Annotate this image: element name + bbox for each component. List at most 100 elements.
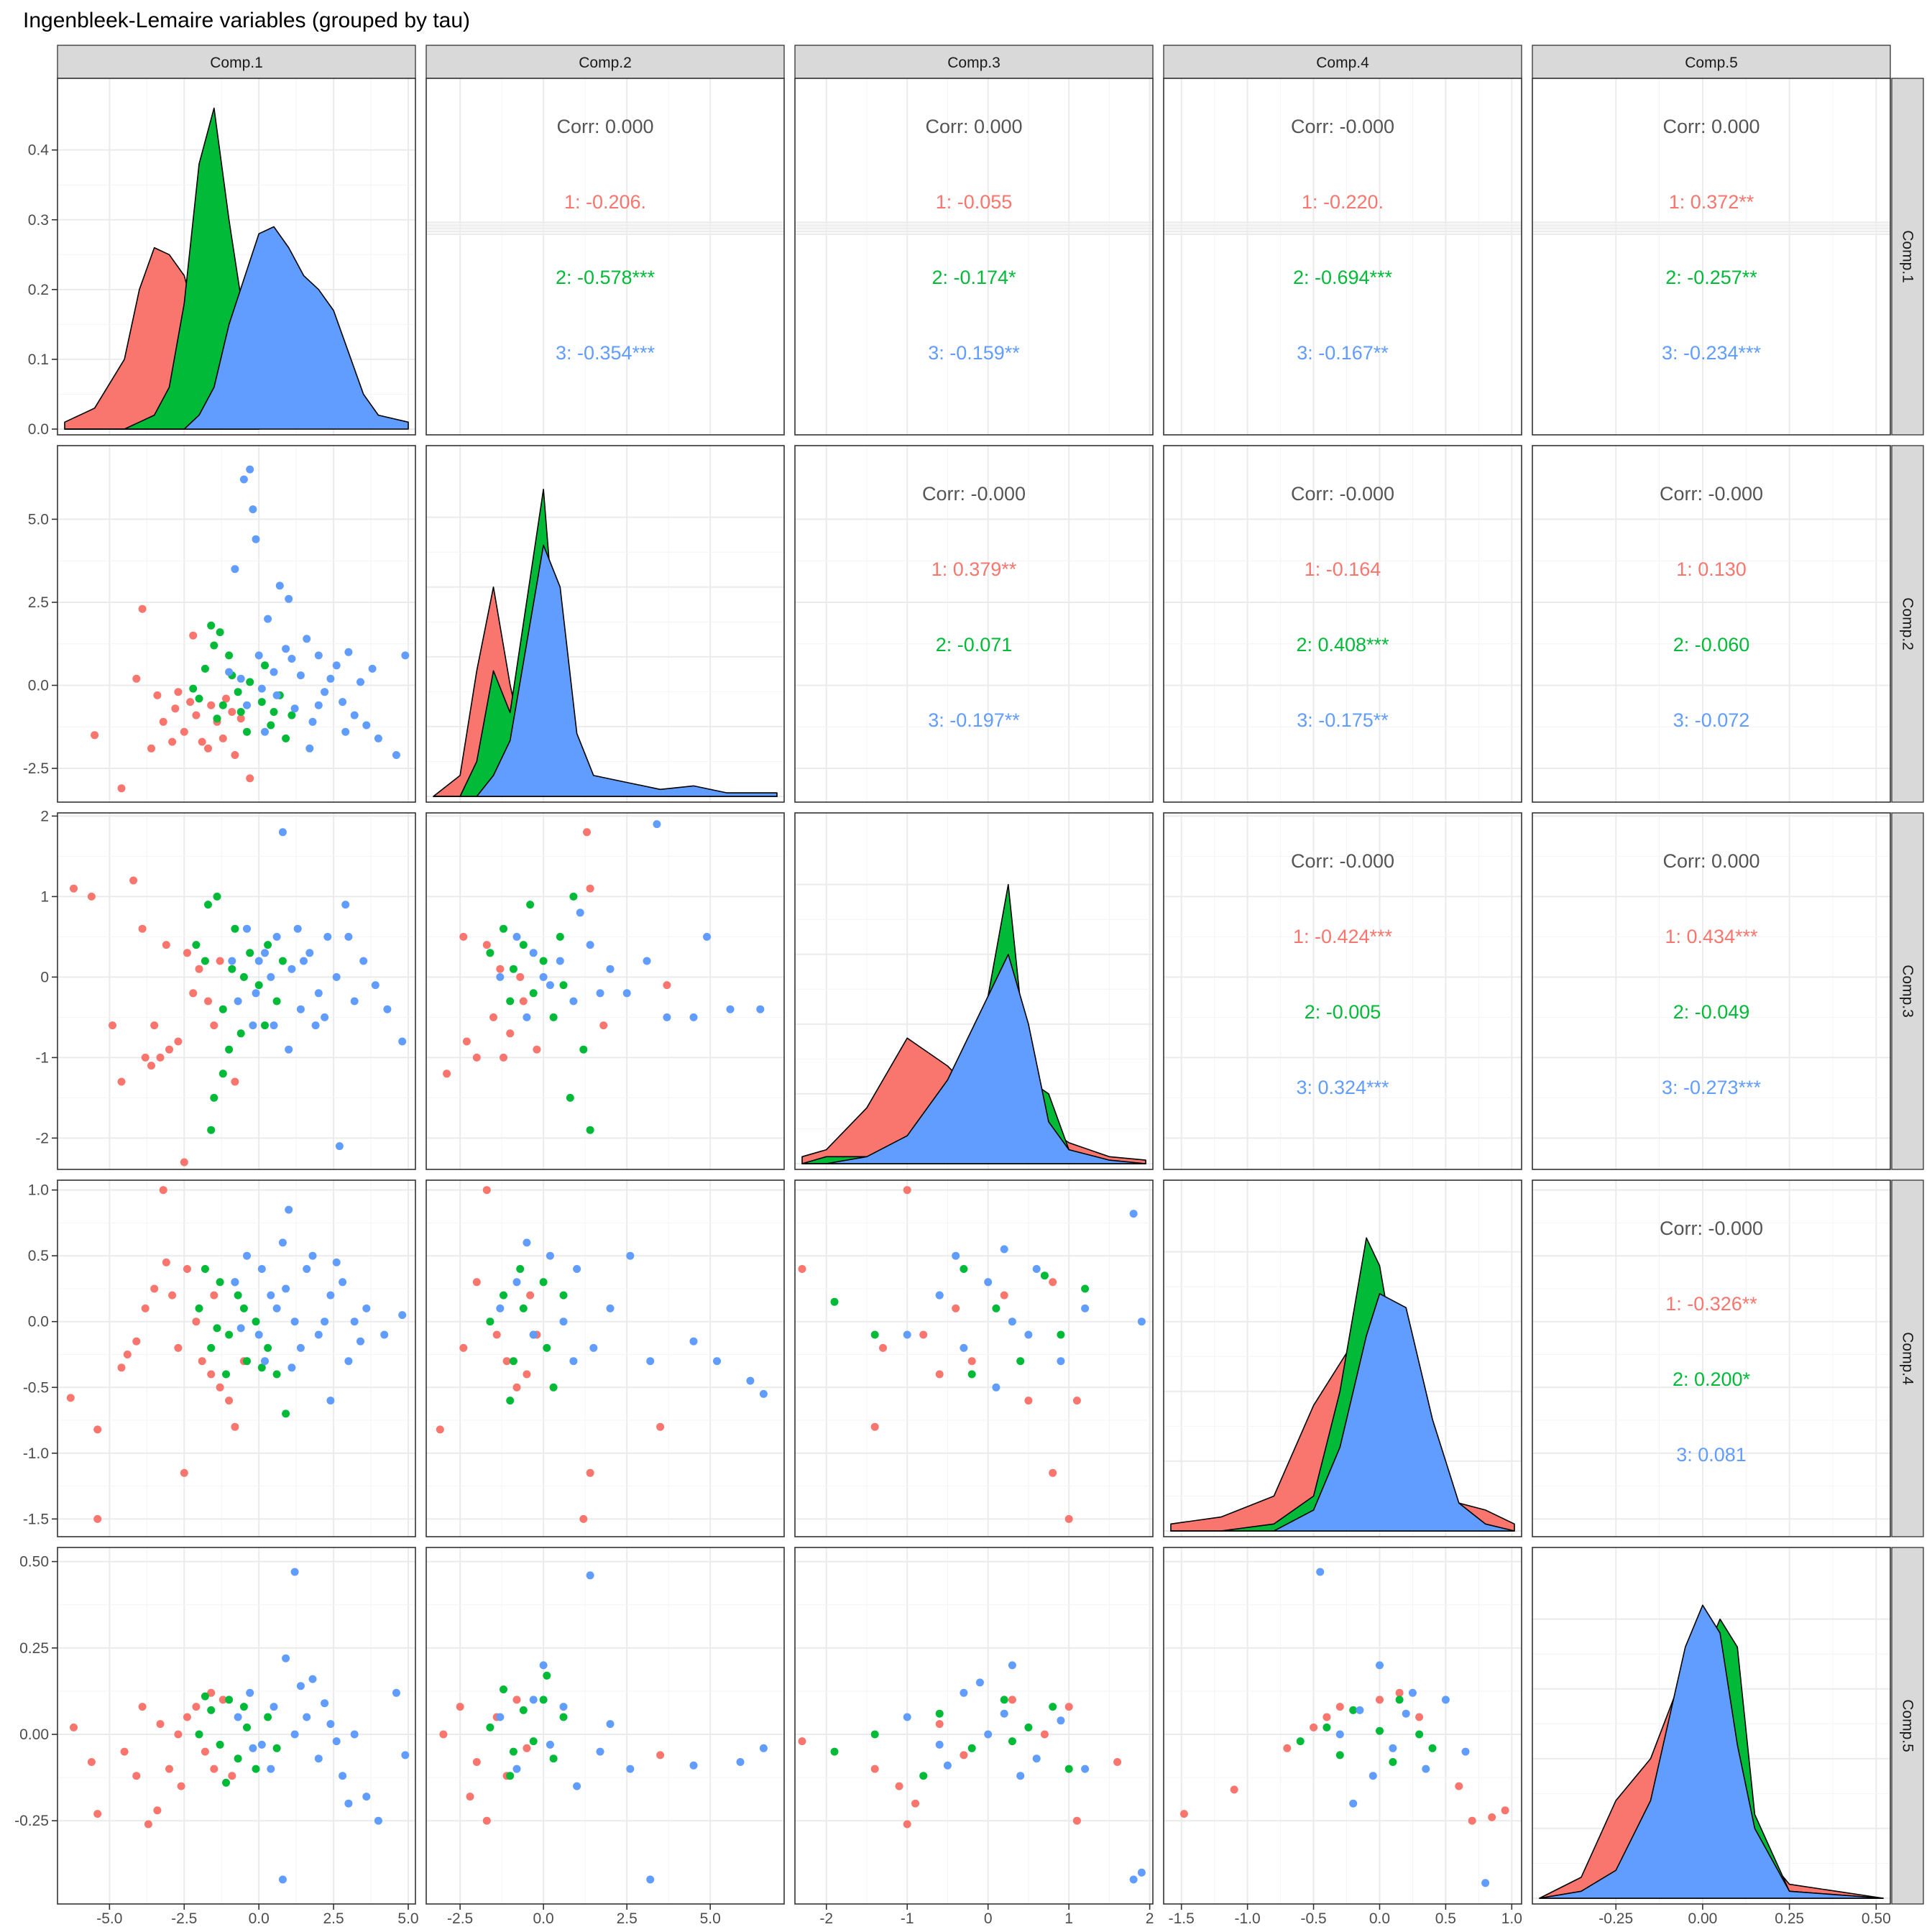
scatter-panel-bg xyxy=(795,1547,1153,1904)
scatter-point-group-1 xyxy=(207,1370,216,1379)
scatter-point-group-3 xyxy=(344,1799,353,1808)
panel-border xyxy=(794,1547,1154,1905)
scatter-point-group-3 xyxy=(1335,1730,1344,1739)
scatter-point-group-1 xyxy=(180,727,188,736)
scatter-point-group-1 xyxy=(144,1820,152,1828)
scatter-point-group-3 xyxy=(371,981,380,990)
row-strip-label: Comp.3 xyxy=(1900,965,1916,1018)
scatter-point-group-1 xyxy=(228,1772,236,1780)
scatter-point-group-1 xyxy=(132,1772,141,1780)
scatter-point-group-3 xyxy=(556,957,564,965)
scatter-point-group-3 xyxy=(252,989,260,998)
scatter-point-group-1 xyxy=(506,1029,515,1038)
panel-grid-lines xyxy=(1164,813,1522,1169)
scatter-point-group-3 xyxy=(243,924,251,933)
scatter-point-group-1 xyxy=(1468,1816,1476,1825)
scatter-point-group-2 xyxy=(272,1370,281,1379)
scatter-point-group-1 xyxy=(153,691,162,699)
scatter-point-group-2 xyxy=(234,688,242,696)
scatter-point-group-1 xyxy=(879,1343,887,1352)
scatter-point-group-3 xyxy=(282,1284,290,1293)
scatter-point-group-1 xyxy=(192,1703,201,1711)
scatter-point-group-2 xyxy=(539,1278,548,1287)
scatter-point-group-2 xyxy=(539,957,548,965)
corr-panel-bg xyxy=(1164,446,1522,802)
x-tick-label: -0.25 xyxy=(1598,1910,1633,1927)
scatter-point-group-2 xyxy=(486,949,494,957)
scatter-point-group-3 xyxy=(288,965,296,973)
scatter-point-group-3 xyxy=(290,1730,299,1739)
scatter-point-group-3 xyxy=(303,635,311,643)
corr-overall: Corr: -0.000 xyxy=(1291,850,1394,872)
scatter-point-group-1 xyxy=(1049,1468,1057,1477)
scatter-point-group-3 xyxy=(350,997,359,1006)
scatter-point-group-3 xyxy=(290,1317,299,1326)
scatter-point-group-1 xyxy=(174,1037,183,1046)
scatter-point-group-2 xyxy=(201,664,209,673)
scatter-point-group-1 xyxy=(512,1383,521,1392)
y-tick-label: 0.50 xyxy=(19,1554,49,1570)
scatter-point-group-1 xyxy=(204,997,212,1006)
density-group-3 xyxy=(1170,1293,1515,1532)
scatter-point-group-3 xyxy=(225,668,234,676)
scatter-point-group-3 xyxy=(1008,1317,1016,1326)
panel-grid: Comp.1 Comp.2 Comp.3 Comp.4 Comp.5 Comp.1 Comp… xyxy=(14,45,1924,1927)
corr-panel-bg xyxy=(426,78,784,435)
scatter-point-group-2 xyxy=(1296,1737,1305,1746)
scatter-point-group-1 xyxy=(482,1186,491,1195)
scatter-point-group-3 xyxy=(249,1021,257,1030)
scatter-point-group-2 xyxy=(236,708,245,716)
x-tick-label: 0.0 xyxy=(249,1910,270,1927)
scatter-point-group-3 xyxy=(512,1765,521,1773)
scatter-point-group-3 xyxy=(314,1754,323,1763)
corr-group-2: 2: 0.200* xyxy=(1673,1368,1751,1390)
scatter-point-group-3 xyxy=(278,1238,287,1247)
y-tick-label: -1.5 xyxy=(23,1511,49,1527)
scatter-point-group-1 xyxy=(93,1514,102,1523)
scatter-point-group-3 xyxy=(903,1330,911,1339)
scatter-point-group-2 xyxy=(239,1304,248,1312)
scatter-point-group-1 xyxy=(1455,1782,1463,1790)
column-strip-label: Comp.4 xyxy=(1316,55,1369,71)
scatter-point-group-3 xyxy=(288,1363,296,1372)
corr-overall: Corr: -0.000 xyxy=(1291,483,1394,505)
scatter-point-group-3 xyxy=(586,1571,594,1580)
scatter-point-group-1 xyxy=(439,1730,448,1739)
scatter-point-group-3 xyxy=(606,965,615,973)
scatter-point-group-3 xyxy=(305,744,314,753)
x-tick-label: 2.5 xyxy=(617,1910,638,1927)
scatter-point-group-3 xyxy=(285,594,293,603)
panel-border xyxy=(426,1547,785,1905)
scatter-point-group-3 xyxy=(362,1793,371,1801)
scatter-point-group-2 xyxy=(516,1265,525,1273)
corr-group-1: 1: -0.424*** xyxy=(1293,926,1393,947)
scatter-point-group-3 xyxy=(314,989,323,998)
scatter-point-group-1 xyxy=(1000,1291,1008,1300)
scatter-point-group-1 xyxy=(502,1357,511,1366)
scatter-point-group-2 xyxy=(1016,1357,1025,1366)
scatter-point-group-1 xyxy=(153,1806,162,1815)
scatter-point-group-3 xyxy=(960,1343,968,1352)
x-tick-label: -1.5 xyxy=(1169,1910,1195,1927)
scatter-point-group-3 xyxy=(539,1661,548,1670)
density-group-3 xyxy=(433,544,778,797)
scatter-point-group-3 xyxy=(1402,1709,1410,1718)
scatter-point-group-1 xyxy=(516,972,525,981)
scatter-point-group-3 xyxy=(992,1383,1000,1392)
x-tick-label: 0.50 xyxy=(1862,1910,1891,1927)
scatter-point-group-1 xyxy=(472,1758,481,1766)
scatter-point-group-1 xyxy=(1310,1723,1318,1731)
scatter-point-group-1 xyxy=(459,932,468,941)
row-strip xyxy=(1891,445,1924,803)
scatter-point-group-3 xyxy=(1137,1317,1146,1326)
y-tick-label: 0.4 xyxy=(28,142,50,159)
scatter-point-group-2 xyxy=(195,694,203,703)
scatter-point-group-1 xyxy=(935,1370,944,1379)
scatter-point-group-1 xyxy=(138,924,147,933)
scatter-point-group-1 xyxy=(123,1351,132,1358)
panel-grid-lines xyxy=(58,446,415,802)
column-strip-label: Comp.2 xyxy=(579,55,632,71)
corr-group-3: 3: -0.159** xyxy=(928,342,1020,364)
scatter-point-group-3 xyxy=(646,1875,655,1884)
scatter-point-group-1 xyxy=(1064,1514,1073,1523)
